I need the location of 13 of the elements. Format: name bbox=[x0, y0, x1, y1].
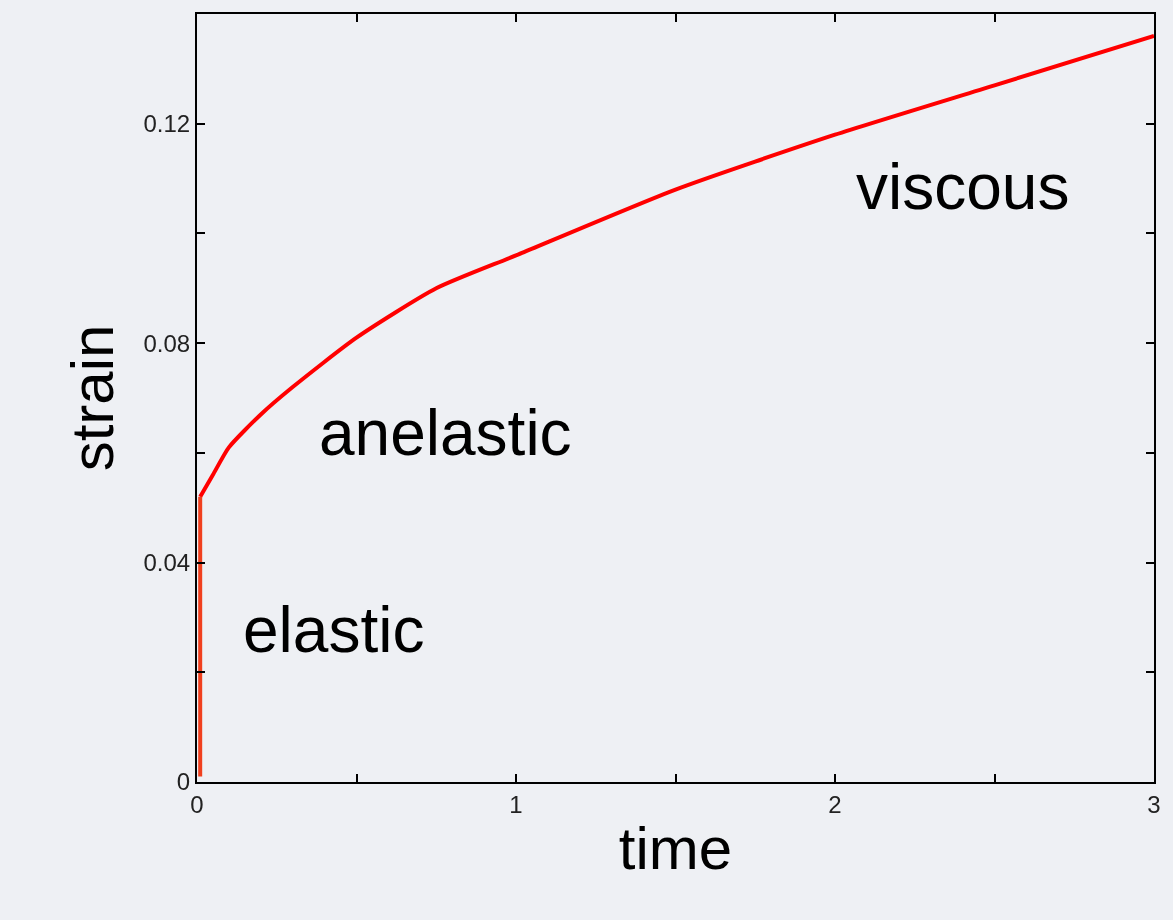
x-axis-title: time bbox=[618, 814, 733, 882]
x-tick-label: 1 bbox=[509, 790, 523, 818]
y-tick-label: 0.04 bbox=[143, 548, 191, 576]
line-series bbox=[198, 33, 1154, 499]
annotation: anelastic bbox=[319, 397, 572, 469]
y-tick-label: 0 bbox=[176, 768, 191, 796]
x-tick-label: 3 bbox=[1147, 790, 1161, 818]
annotation: viscous bbox=[856, 151, 1070, 223]
y-tick-label: 0.12 bbox=[143, 110, 191, 138]
y-axis-title: strain bbox=[59, 324, 127, 472]
annotation: elastic bbox=[243, 594, 425, 666]
x-tick-label: 2 bbox=[828, 790, 842, 818]
y-tick-label: 0.08 bbox=[143, 329, 191, 357]
